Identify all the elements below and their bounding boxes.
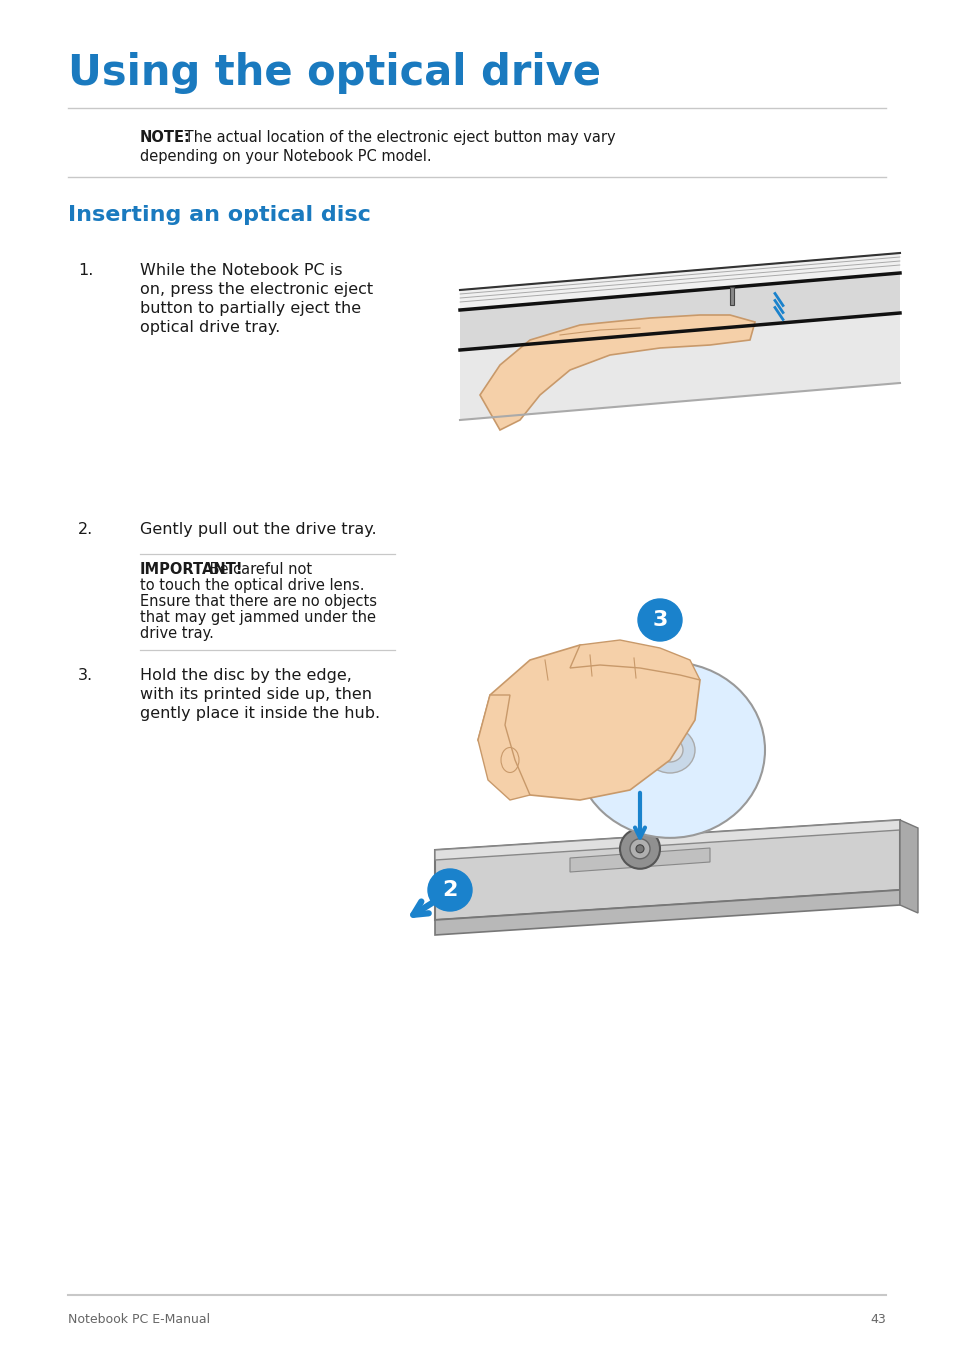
Polygon shape xyxy=(459,313,899,420)
Ellipse shape xyxy=(644,728,695,773)
Polygon shape xyxy=(459,273,899,350)
Polygon shape xyxy=(459,253,899,309)
Text: IMPORTANT!: IMPORTANT! xyxy=(140,562,243,577)
Text: Hold the disc by the edge,: Hold the disc by the edge, xyxy=(140,668,352,683)
Ellipse shape xyxy=(428,869,472,911)
Text: 1.: 1. xyxy=(78,264,93,278)
Circle shape xyxy=(636,845,643,853)
Polygon shape xyxy=(435,890,899,935)
Text: Using the optical drive: Using the optical drive xyxy=(68,52,600,94)
Ellipse shape xyxy=(657,738,682,763)
Text: Be careful not: Be careful not xyxy=(205,562,312,577)
Polygon shape xyxy=(899,820,917,913)
Circle shape xyxy=(619,829,659,869)
Polygon shape xyxy=(435,820,899,859)
Text: While the Notebook PC is: While the Notebook PC is xyxy=(140,264,342,278)
Text: Ensure that there are no objects: Ensure that there are no objects xyxy=(140,594,376,609)
Polygon shape xyxy=(477,695,530,800)
Text: NOTE:: NOTE: xyxy=(140,130,191,145)
Text: gently place it inside the hub.: gently place it inside the hub. xyxy=(140,706,379,721)
Text: on, press the electronic eject: on, press the electronic eject xyxy=(140,282,373,297)
Text: 3.: 3. xyxy=(78,668,93,683)
Ellipse shape xyxy=(664,745,675,755)
Circle shape xyxy=(629,839,649,858)
Polygon shape xyxy=(435,820,899,920)
Text: optical drive tray.: optical drive tray. xyxy=(140,320,280,335)
Text: Inserting an optical disc: Inserting an optical disc xyxy=(68,204,371,225)
Ellipse shape xyxy=(575,662,764,838)
Polygon shape xyxy=(477,646,700,800)
Polygon shape xyxy=(569,640,700,681)
Text: that may get jammed under the: that may get jammed under the xyxy=(140,611,375,625)
Text: The actual location of the electronic eject button may vary: The actual location of the electronic ej… xyxy=(180,130,615,145)
Ellipse shape xyxy=(638,599,681,642)
Text: with its printed side up, then: with its printed side up, then xyxy=(140,687,372,702)
Text: Notebook PC E-Manual: Notebook PC E-Manual xyxy=(68,1313,210,1326)
Text: depending on your Notebook PC model.: depending on your Notebook PC model. xyxy=(140,149,431,164)
Text: Gently pull out the drive tray.: Gently pull out the drive tray. xyxy=(140,522,376,537)
Text: button to partially eject the: button to partially eject the xyxy=(140,301,361,316)
Text: 43: 43 xyxy=(869,1313,885,1326)
Text: 2.: 2. xyxy=(78,522,93,537)
Polygon shape xyxy=(729,288,733,305)
Text: drive tray.: drive tray. xyxy=(140,625,213,642)
Polygon shape xyxy=(479,315,754,430)
Text: to touch the optical drive lens.: to touch the optical drive lens. xyxy=(140,578,364,593)
Text: 3: 3 xyxy=(652,611,667,629)
Polygon shape xyxy=(569,847,709,872)
Text: 2: 2 xyxy=(442,880,457,900)
